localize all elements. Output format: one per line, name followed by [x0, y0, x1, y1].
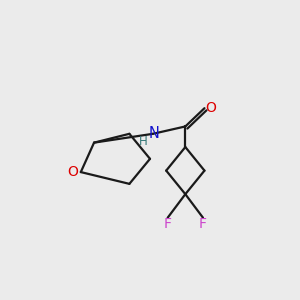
Text: H: H — [139, 135, 148, 148]
Text: O: O — [67, 165, 78, 179]
Text: F: F — [199, 217, 207, 231]
Text: O: O — [206, 100, 216, 115]
Text: F: F — [164, 217, 172, 231]
Text: N: N — [149, 126, 160, 141]
